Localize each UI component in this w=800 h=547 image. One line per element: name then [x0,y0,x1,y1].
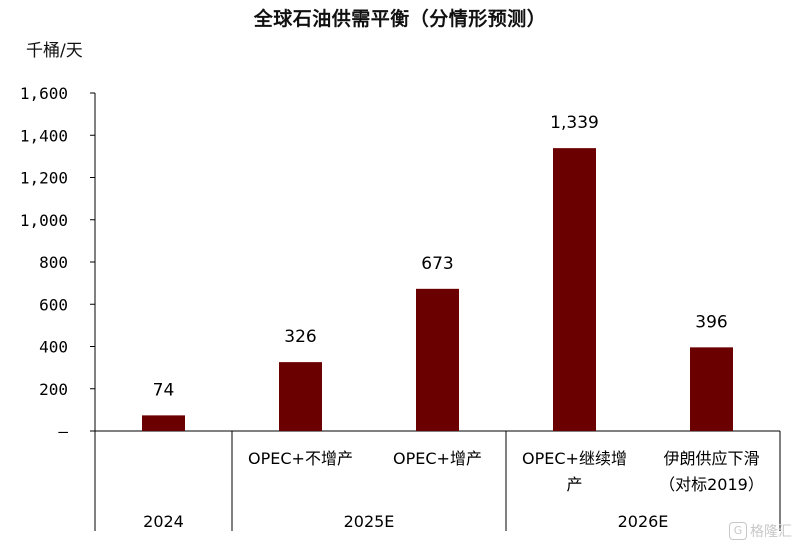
x-category-label: （对标2019） [659,475,764,494]
bar [279,362,322,431]
y-axis-unit: 千桶/天 [26,41,83,61]
bar [416,288,459,431]
y-tick-label: 600 [39,295,68,314]
data-label: 1,339 [550,113,599,133]
x-category-label: 伊朗供应下滑 [663,449,759,468]
y-tick-label: 1,200 [20,169,68,188]
watermark: G 格隆汇 [729,521,792,541]
data-label: 326 [284,327,316,347]
x-category-label: OPEC+继续增 [522,449,627,468]
data-label: 74 [153,380,175,400]
data-label: 673 [421,254,453,274]
x-group-label: 2026E [618,512,669,531]
y-tick-label: 1,000 [20,211,68,230]
x-group-label: 2024 [143,512,184,531]
chart-title: 全球石油供需平衡（分情形预测） [253,8,547,30]
x-category-label: 产 [566,475,582,494]
bar [690,347,733,431]
bar [553,148,596,432]
watermark-text: 格隆汇 [750,524,792,540]
y-tick-label: 1,400 [20,126,68,145]
data-label: 396 [695,312,727,332]
y-tick-label: 1,600 [20,84,68,103]
x-category-label: OPEC+增产 [393,449,482,468]
watermark-logo-icon: G [729,522,747,540]
y-tick-label: 800 [39,253,68,272]
y-tick-label: – [58,422,68,441]
x-group-label: 2025E [344,512,395,531]
y-tick-label: 200 [39,380,68,399]
y-tick-label: 400 [39,338,68,357]
bar [142,415,185,431]
x-category-label: OPEC+不增产 [248,449,353,468]
